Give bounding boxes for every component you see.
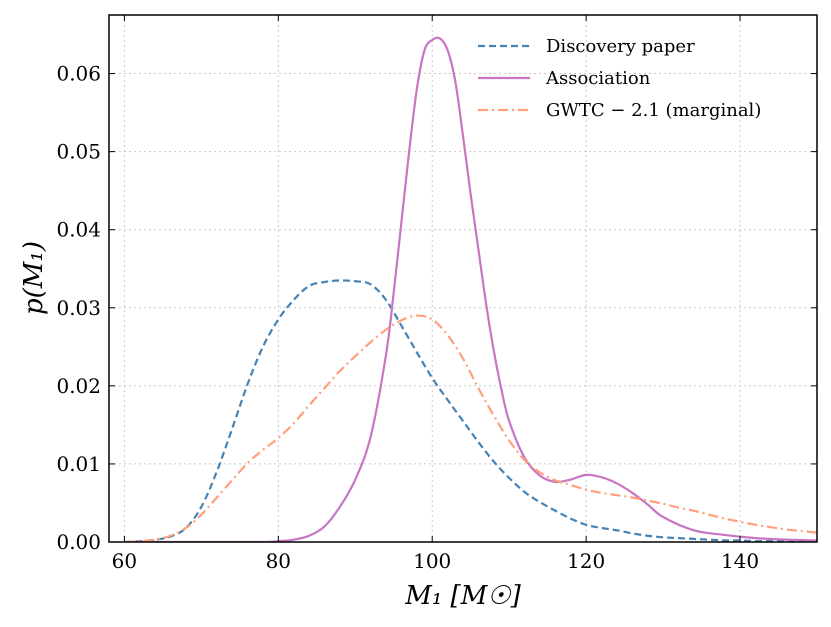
x-axis-label: M₁ [M☉] xyxy=(404,581,521,611)
x-tick-label: 100 xyxy=(413,549,451,573)
y-tick-label: 0.00 xyxy=(56,530,101,554)
series-line-1 xyxy=(124,36,817,542)
y-axis-label: p(M₁) xyxy=(19,241,49,315)
y-tick-label: 0.05 xyxy=(56,140,101,164)
series-line-2 xyxy=(124,314,817,542)
legend-label-1: Association xyxy=(545,68,651,89)
x-tick-label: 60 xyxy=(112,549,137,573)
x-tick-label: 140 xyxy=(721,549,759,573)
x-tick-label: 80 xyxy=(266,549,291,573)
y-tick-label: 0.01 xyxy=(56,452,101,476)
legend: Discovery paper Association GWTC − 2.1 (ma… xyxy=(478,36,761,121)
plot-frame xyxy=(108,14,818,543)
y-tick-label: 0.04 xyxy=(56,218,101,242)
ticks: 60 80 100 120 140 0.00 0.01 0.02 0.03 0.04 0.05 0.0… xyxy=(56,15,817,573)
legend-label-2: GWTC − 2.1 (marginal) xyxy=(546,100,761,121)
grid xyxy=(109,15,817,542)
x-tick-label: 120 xyxy=(567,549,605,573)
y-tick-label: 0.02 xyxy=(56,374,101,398)
legend-label-0: Discovery paper xyxy=(546,36,695,57)
series-line-0 xyxy=(124,279,817,542)
y-tick-label: 0.03 xyxy=(56,296,101,320)
series-group xyxy=(124,36,817,542)
y-tick-label: 0.06 xyxy=(56,62,101,86)
